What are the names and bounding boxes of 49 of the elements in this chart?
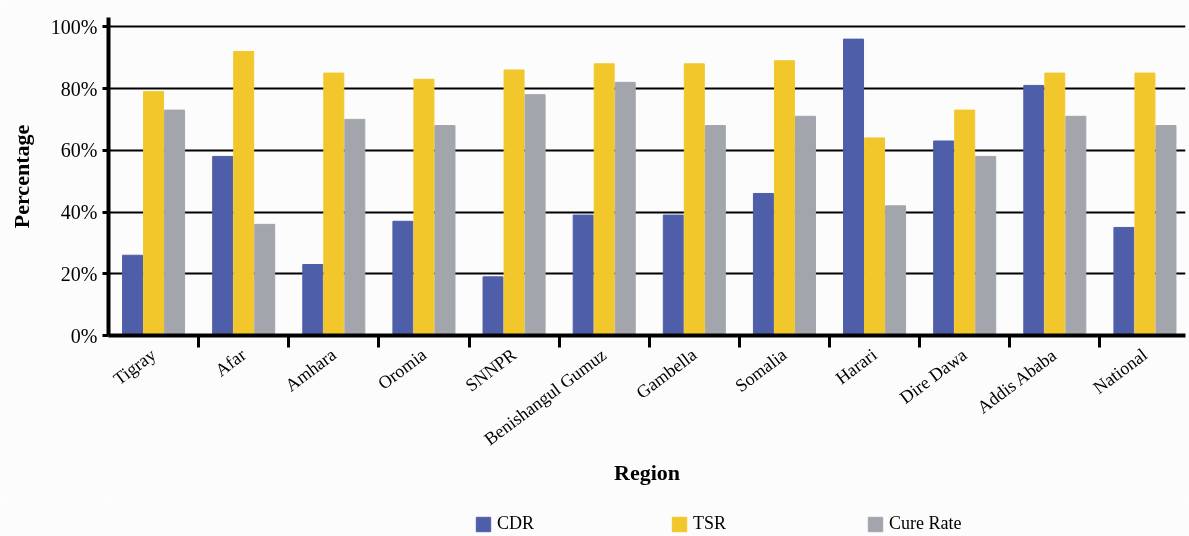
bar (1065, 115, 1087, 336)
x-tick-label: Dire Dawa (896, 344, 971, 408)
bar (344, 118, 366, 336)
bar (683, 63, 705, 336)
bar (323, 72, 345, 336)
y-tick-label: 100% (50, 15, 98, 38)
bar (122, 254, 144, 336)
legend-label: Cure Rate (889, 513, 963, 534)
bar (704, 125, 726, 336)
bar (593, 63, 615, 336)
bar (524, 94, 546, 336)
bar (752, 192, 774, 336)
bar (503, 69, 525, 336)
bar (864, 137, 886, 336)
bar (1044, 72, 1066, 336)
x-tick-label: Afar (211, 344, 250, 381)
bar (614, 81, 636, 336)
x-axis-title: Region (614, 460, 680, 486)
bar (843, 38, 865, 336)
bar (572, 214, 594, 336)
bar (954, 109, 976, 336)
y-tick-label: 40% (60, 201, 98, 223)
y-tick-label: 0% (70, 324, 98, 347)
bar (233, 50, 255, 336)
bar (164, 109, 186, 336)
bar (933, 140, 955, 336)
bar (1155, 125, 1177, 336)
bar (1023, 84, 1045, 336)
y-tick-label: 20% (60, 262, 98, 285)
bar (413, 78, 435, 336)
bar (434, 125, 456, 336)
legend-label: CDR (497, 513, 535, 534)
bar (1134, 72, 1156, 336)
bar (392, 220, 414, 336)
bar (1113, 226, 1135, 336)
bar (143, 91, 165, 336)
bar (773, 60, 795, 336)
legend-label: TSR (693, 513, 727, 534)
bar (794, 115, 816, 336)
y-tick-label: 60% (60, 139, 98, 162)
bar (254, 223, 276, 336)
bar (662, 214, 684, 336)
bar (975, 155, 997, 336)
bar (302, 263, 324, 336)
y-axis-title: Percentage (8, 124, 34, 229)
bar (885, 205, 907, 336)
y-tick-label: 80% (60, 77, 98, 100)
bar (482, 276, 504, 336)
bar (212, 155, 234, 336)
